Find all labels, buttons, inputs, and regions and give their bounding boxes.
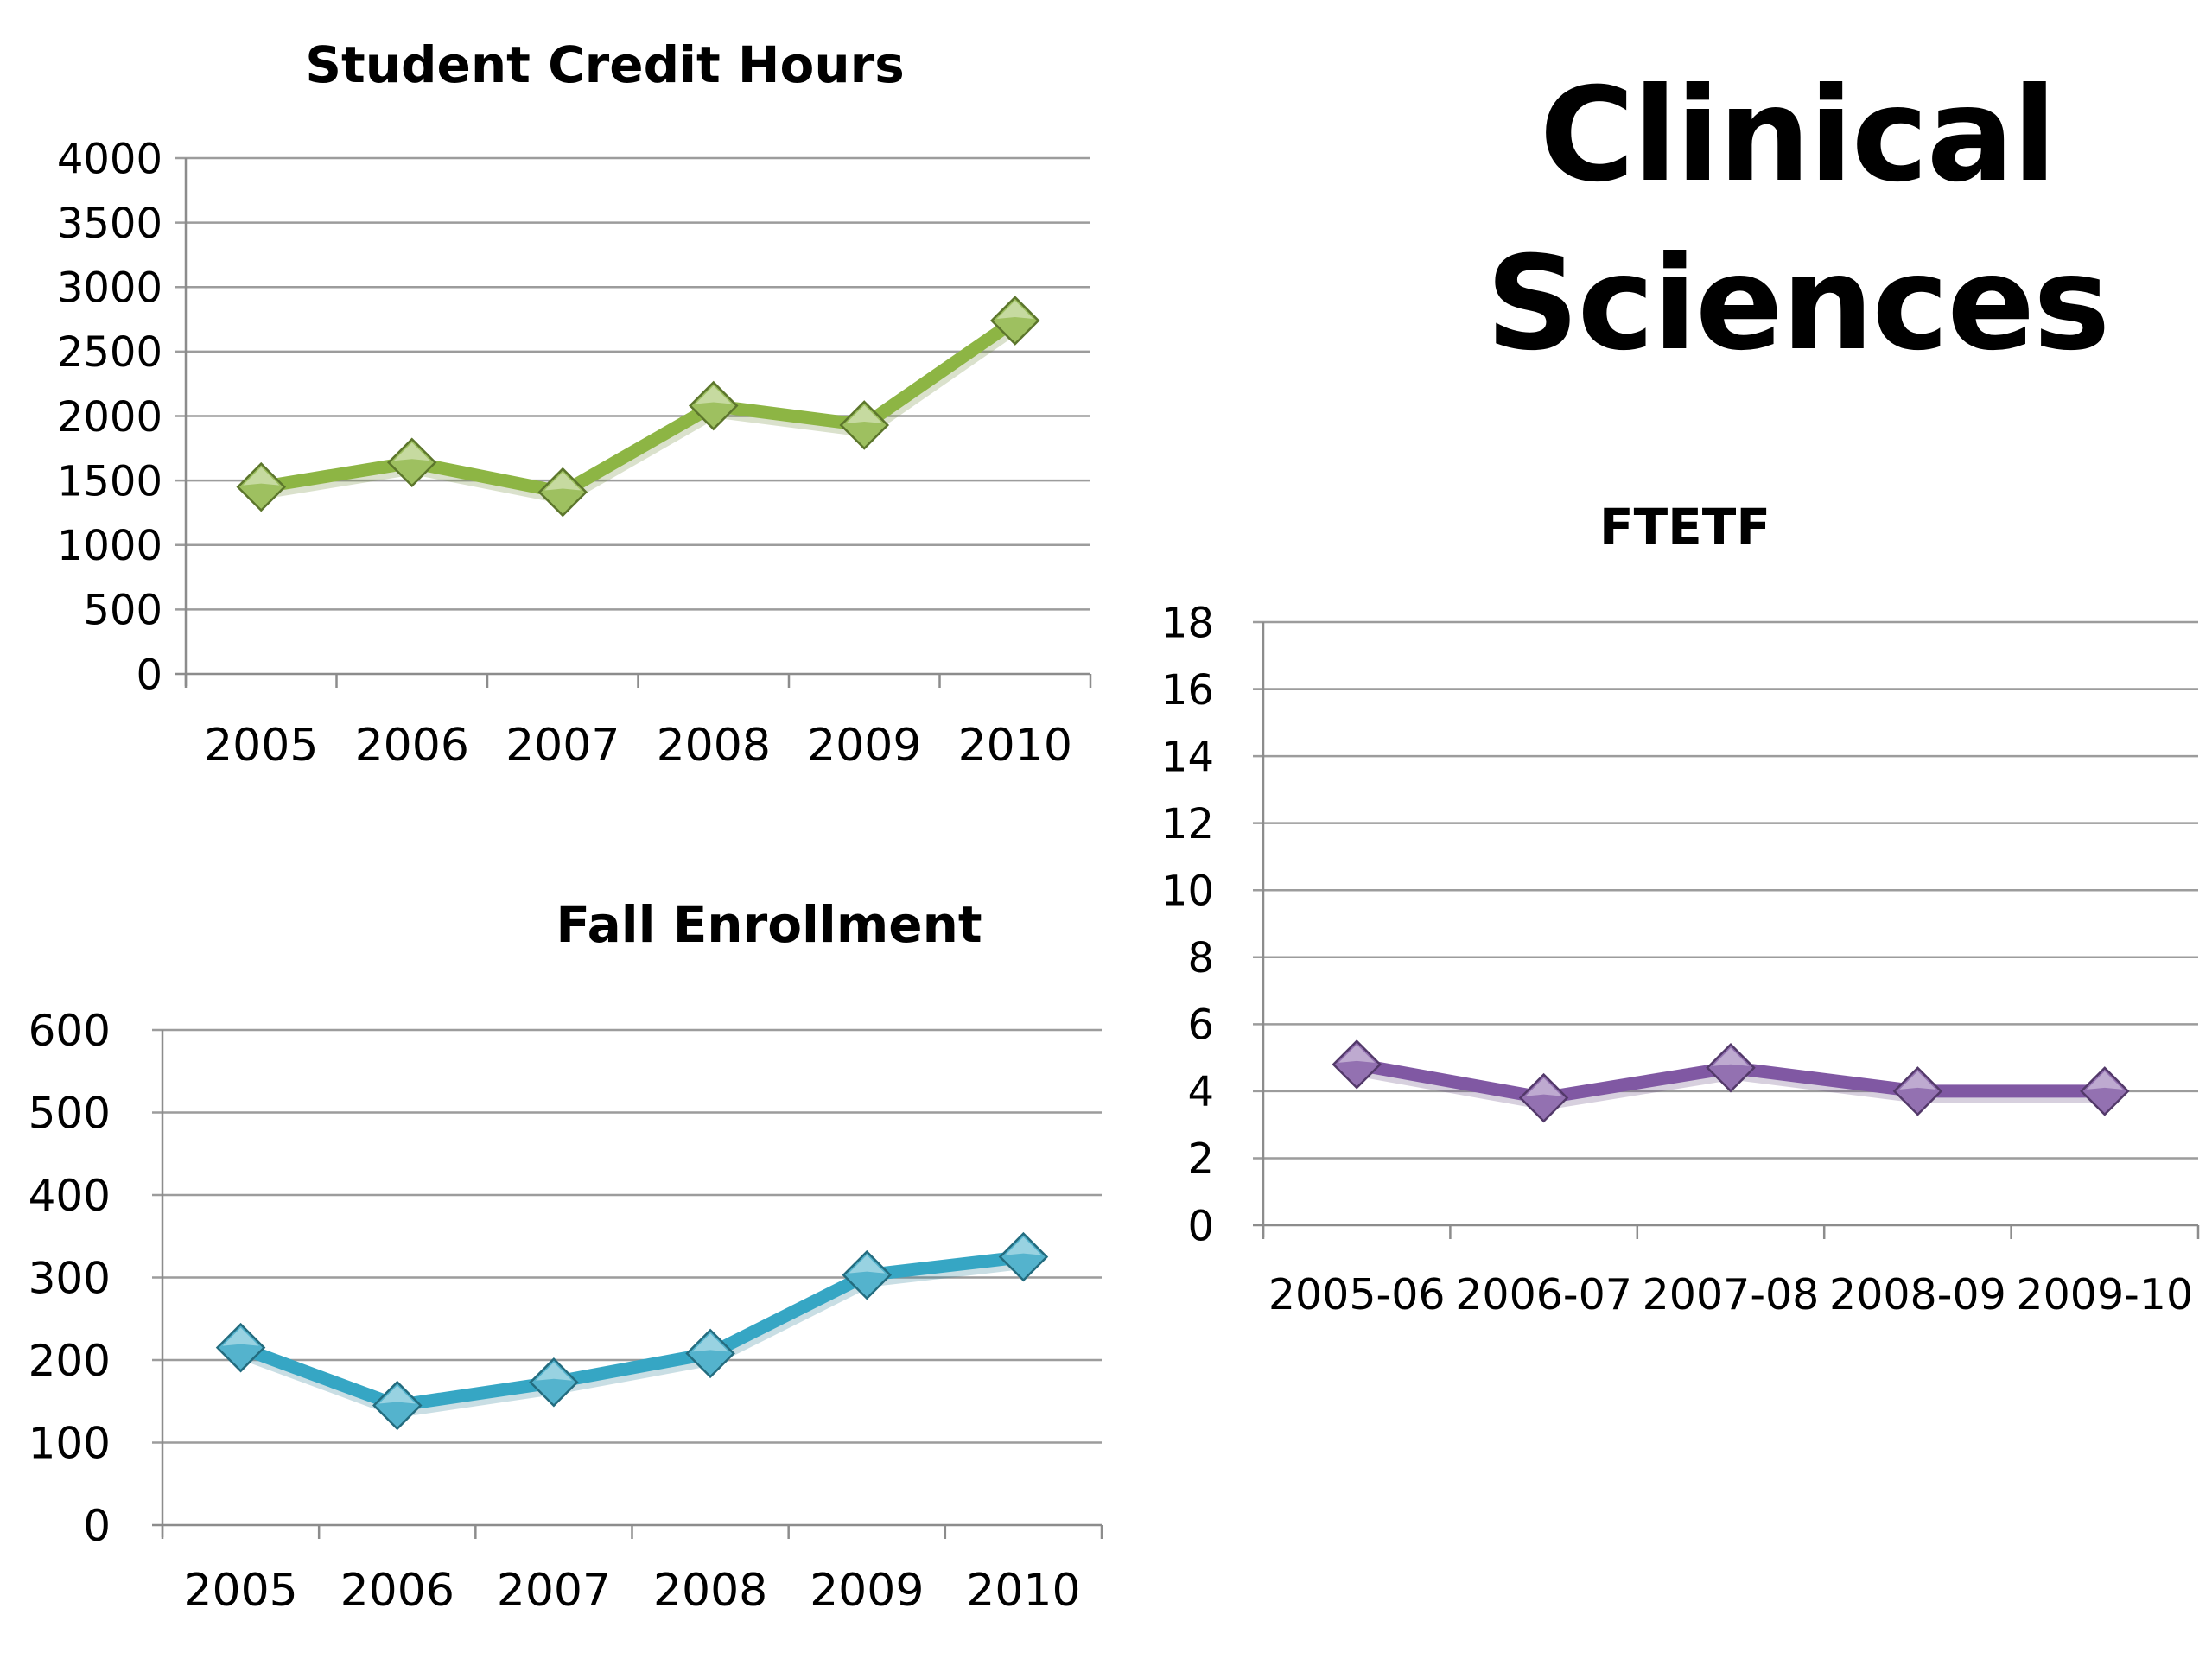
data-point-marker — [989, 296, 1040, 346]
y-tick-label: 400 — [29, 1171, 111, 1221]
x-tick-label: 2005 — [204, 720, 318, 772]
data-point-marker — [236, 461, 287, 512]
data-point-marker — [1518, 1072, 1569, 1123]
x-tick-label: 2008-09 — [1829, 1270, 2006, 1319]
series-line — [234, 1250, 1030, 1412]
x-tick-label: 2009 — [807, 720, 921, 772]
data-point-marker — [215, 1322, 266, 1373]
data-point-marker — [537, 467, 588, 518]
data-point-marker — [685, 1328, 735, 1379]
y-tick-label: 10 — [1161, 868, 1214, 916]
data-point-marker — [1706, 1042, 1756, 1093]
x-tick-label: 2005-06 — [1268, 1270, 1446, 1319]
series-line — [254, 314, 1022, 499]
x-tick-label: 2005 — [183, 1565, 297, 1617]
y-tick-label: 4000 — [57, 135, 162, 183]
data-point-highlight — [535, 1362, 572, 1381]
y-tick-label: 8 — [1187, 934, 1214, 982]
data-point-highlight — [2086, 1071, 2123, 1090]
y-tick-label: 0 — [83, 1501, 111, 1551]
y-tick-label: 3500 — [57, 200, 162, 248]
slide-title-line-1: Clinical — [1539, 60, 2057, 211]
y-tick-label: 3000 — [57, 264, 162, 313]
data-point-marker — [529, 1357, 579, 1408]
y-tick-label: 2000 — [57, 393, 162, 442]
chart-ftetf: FTETF 0 2 4 6 8 10 12 14 16 18 2005-06 2006-07 2007-0… — [1161, 498, 2200, 1319]
data-point-marker — [386, 437, 437, 487]
y-tick-label: 4 — [1187, 1068, 1214, 1116]
y-tick-label: 12 — [1161, 800, 1214, 849]
data-point-highlight — [378, 1385, 416, 1404]
x-tick-label: 2009 — [810, 1565, 924, 1617]
x-tick-label: 2006-07 — [1455, 1270, 1632, 1319]
y-tick-label: 6 — [1187, 1001, 1214, 1050]
chart-title: Student Credit Hours — [305, 35, 904, 94]
x-tick-label: 2007-08 — [1643, 1270, 1820, 1319]
chart-title: FTETF — [1599, 498, 1770, 556]
data-point-highlight — [1899, 1071, 1936, 1090]
y-tick-label: 2500 — [57, 328, 162, 377]
data-point-highlight — [996, 301, 1033, 320]
data-point-highlight — [544, 472, 582, 491]
x-tick-label: 2007 — [505, 720, 620, 772]
data-point-marker — [839, 400, 890, 450]
data-point-marker — [842, 1249, 893, 1300]
y-tick-label: 18 — [1161, 599, 1214, 647]
data-point-highlight — [1713, 1047, 1749, 1066]
data-point-marker — [372, 1380, 423, 1431]
x-tick-label: 2009-10 — [2016, 1270, 2193, 1319]
y-tick-label: 300 — [29, 1254, 111, 1304]
data-point-marker — [1332, 1039, 1382, 1090]
y-tick-label: 100 — [29, 1419, 111, 1469]
slide-title: Clinical Sciences — [1417, 52, 2177, 389]
data-point-marker — [1892, 1066, 1943, 1116]
y-tick-label: 600 — [29, 1006, 111, 1056]
x-tick-label: 2010 — [958, 720, 1072, 772]
y-tick-label: 16 — [1161, 666, 1214, 715]
x-tick-label: 2006 — [340, 1565, 454, 1617]
data-point-highlight — [692, 1333, 729, 1352]
x-tick-label: 2008 — [657, 720, 771, 772]
data-point-highlight — [1338, 1044, 1376, 1063]
data-point-highlight — [849, 1255, 886, 1274]
chart-title: Fall Enrollment — [556, 895, 982, 954]
x-tick-label: 2010 — [966, 1565, 1080, 1617]
data-point-highlight — [1005, 1236, 1042, 1255]
data-point-marker — [688, 380, 739, 431]
data-point-highlight — [695, 385, 732, 404]
y-tick-label: 14 — [1161, 733, 1214, 781]
data-point-highlight — [243, 467, 280, 486]
chart-credit-hours: Student Credit Hours 0 500 1000 1500 2000 2500… — [57, 35, 1092, 772]
y-tick-label: 2 — [1187, 1135, 1214, 1184]
data-point-marker — [998, 1231, 1049, 1282]
chart-fall-enrollment: Fall Enrollment 0 100 200 300 400 500 600 2005 20… — [29, 895, 1103, 1617]
y-tick-label: 0 — [136, 651, 162, 699]
y-tick-label: 1000 — [57, 522, 162, 570]
slide-title-line-2: Sciences — [1485, 229, 2111, 379]
data-point-highlight — [846, 404, 883, 423]
data-point-marker — [2080, 1066, 2130, 1116]
y-tick-label: 500 — [29, 1089, 111, 1139]
y-tick-label: 1500 — [57, 457, 162, 505]
y-tick-label: 200 — [29, 1336, 111, 1386]
y-tick-label: 500 — [83, 587, 162, 635]
x-tick-label: 2007 — [497, 1565, 611, 1617]
data-point-highlight — [1525, 1077, 1562, 1096]
y-tick-label: 0 — [1187, 1202, 1214, 1250]
data-point-highlight — [222, 1327, 259, 1346]
data-point-highlight — [393, 442, 430, 461]
x-tick-label: 2006 — [355, 720, 469, 772]
x-tick-label: 2008 — [653, 1565, 767, 1617]
